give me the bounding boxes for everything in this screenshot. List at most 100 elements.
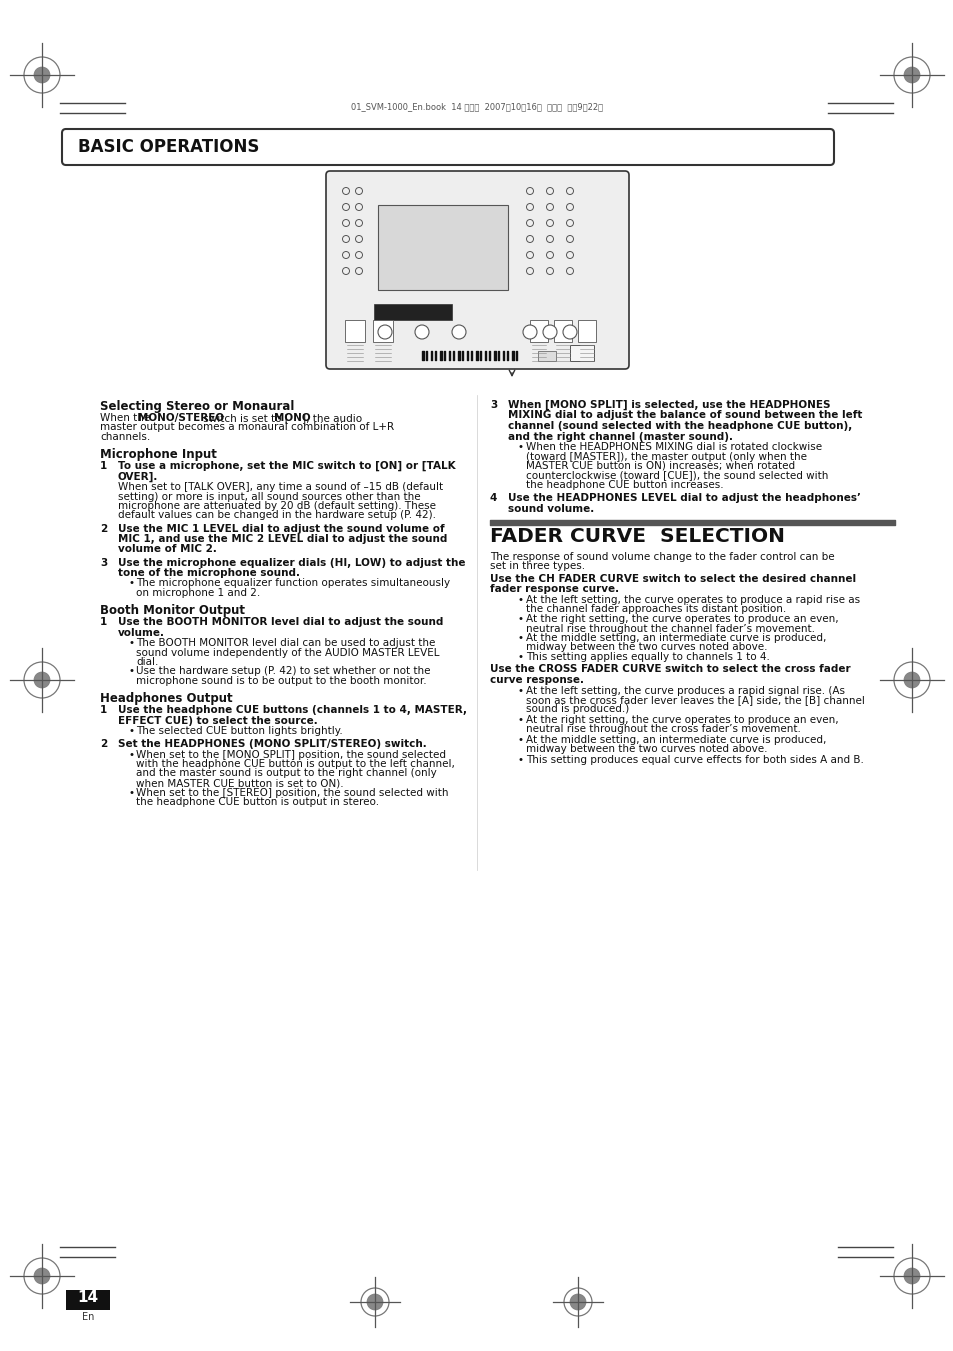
Circle shape — [34, 671, 50, 688]
Text: •: • — [128, 578, 133, 589]
Text: Use the HEADPHONES LEVEL dial to adjust the headphones’: Use the HEADPHONES LEVEL dial to adjust … — [507, 493, 860, 503]
Text: sound is produced.): sound is produced.) — [525, 704, 629, 715]
Circle shape — [569, 1294, 585, 1310]
Circle shape — [903, 671, 919, 688]
Text: fader response curve.: fader response curve. — [490, 585, 618, 594]
Circle shape — [452, 326, 465, 339]
Text: When set to the [STEREO] position, the sound selected with: When set to the [STEREO] position, the s… — [136, 788, 448, 797]
Text: •: • — [517, 755, 523, 765]
Text: OVER].: OVER]. — [118, 471, 158, 482]
Text: •: • — [128, 638, 133, 648]
Text: 1: 1 — [100, 461, 107, 471]
Circle shape — [415, 326, 429, 339]
Text: •: • — [517, 634, 523, 643]
Text: Set the HEADPHONES (MONO SPLIT/STEREO) switch.: Set the HEADPHONES (MONO SPLIT/STEREO) s… — [118, 739, 426, 748]
Text: 2: 2 — [100, 739, 107, 748]
FancyBboxPatch shape — [62, 128, 833, 165]
Text: the headphone CUE button is output in stereo.: the headphone CUE button is output in st… — [136, 797, 378, 807]
Bar — [374, 304, 452, 320]
Text: switch is set to [: switch is set to [ — [200, 413, 289, 423]
Text: and the master sound is output to the right channel (only: and the master sound is output to the ri… — [136, 769, 436, 778]
Text: tone of the microphone sound.: tone of the microphone sound. — [118, 567, 299, 578]
Text: Use the BOOTH MONITOR level dial to adjust the sound: Use the BOOTH MONITOR level dial to adju… — [118, 617, 443, 627]
Bar — [66, 1290, 110, 1310]
Bar — [345, 320, 365, 342]
Text: The microphone equalizer function operates simultaneously: The microphone equalizer function operat… — [136, 578, 450, 589]
Text: At the left setting, the curve operates to produce a rapid rise as: At the left setting, the curve operates … — [525, 594, 860, 605]
Circle shape — [377, 326, 392, 339]
Text: En: En — [82, 1312, 94, 1323]
Text: channels.: channels. — [100, 432, 150, 442]
Text: and the right channel (master sound).: and the right channel (master sound). — [507, 431, 732, 442]
Text: midway between the two curves noted above.: midway between the two curves noted abov… — [525, 744, 767, 754]
Text: At the middle setting, an intermediate curve is produced,: At the middle setting, an intermediate c… — [525, 634, 825, 643]
Text: Use the hardware setup (P. 42) to set whether or not the: Use the hardware setup (P. 42) to set wh… — [136, 666, 430, 677]
Text: Selecting Stereo or Monaural: Selecting Stereo or Monaural — [100, 400, 294, 413]
Circle shape — [542, 326, 557, 339]
Text: 3: 3 — [100, 558, 107, 567]
Bar — [569, 345, 594, 361]
Text: Use the CH FADER CURVE switch to select the desired channel: Use the CH FADER CURVE switch to select … — [490, 574, 855, 584]
Text: This setting applies equally to channels 1 to 4.: This setting applies equally to channels… — [525, 653, 769, 662]
Text: MONO/STEREO: MONO/STEREO — [138, 413, 224, 423]
Text: To use a microphone, set the MIC switch to [ON] or [TALK: To use a microphone, set the MIC switch … — [118, 461, 456, 471]
Text: The selected CUE button lights brightly.: The selected CUE button lights brightly. — [136, 725, 342, 736]
Text: When set to [TALK OVER], any time a sound of –15 dB (default: When set to [TALK OVER], any time a soun… — [118, 482, 442, 492]
Text: Use the CROSS FADER CURVE switch to select the cross fader: Use the CROSS FADER CURVE switch to sele… — [490, 665, 850, 674]
Bar — [537, 351, 556, 361]
Text: sound volume.: sound volume. — [507, 504, 594, 513]
Text: •: • — [517, 653, 523, 662]
Text: 1: 1 — [100, 705, 107, 715]
Bar — [377, 205, 507, 290]
Text: EFFECT CUE) to select the source.: EFFECT CUE) to select the source. — [118, 716, 317, 725]
Text: BASIC OPERATIONS: BASIC OPERATIONS — [78, 139, 259, 157]
Bar — [554, 320, 572, 342]
Text: default values can be changed in the hardware setup (P. 42).: default values can be changed in the har… — [118, 511, 436, 520]
Text: The response of sound volume change to the fader control can be: The response of sound volume change to t… — [490, 551, 834, 562]
Text: At the right setting, the curve operates to produce an even,: At the right setting, the curve operates… — [525, 715, 838, 725]
Text: master output becomes a monaural combination of L+R: master output becomes a monaural combina… — [100, 423, 394, 432]
Text: 14: 14 — [77, 1290, 98, 1305]
Text: The BOOTH MONITOR level dial can be used to adjust the: The BOOTH MONITOR level dial can be used… — [136, 638, 435, 648]
Circle shape — [903, 1269, 919, 1283]
Text: the channel fader approaches its distant position.: the channel fader approaches its distant… — [525, 604, 785, 615]
Text: 01_SVM-1000_En.book  14 ページ  2007年10月16日  火曜日  午前9時22分: 01_SVM-1000_En.book 14 ページ 2007年10月16日 火… — [351, 103, 602, 112]
Text: 4: 4 — [490, 493, 497, 503]
Text: when MASTER CUE button is set to ON).: when MASTER CUE button is set to ON). — [136, 778, 343, 788]
Text: Use the MIC 1 LEVEL dial to adjust the sound volume of: Use the MIC 1 LEVEL dial to adjust the s… — [118, 523, 444, 534]
Text: on microphone 1 and 2.: on microphone 1 and 2. — [136, 588, 260, 598]
Circle shape — [34, 68, 50, 82]
Text: with the headphone CUE button is output to the left channel,: with the headphone CUE button is output … — [136, 759, 455, 769]
Text: •: • — [128, 750, 133, 759]
Circle shape — [34, 1269, 50, 1283]
Text: MONO: MONO — [274, 413, 311, 423]
Bar — [530, 320, 547, 342]
Circle shape — [522, 326, 537, 339]
Text: set in three types.: set in three types. — [490, 561, 584, 571]
Text: •: • — [517, 594, 523, 605]
Text: FADER CURVE  SELECTION: FADER CURVE SELECTION — [490, 527, 784, 547]
Text: soon as the cross fader lever leaves the [A] side, the [B] channel: soon as the cross fader lever leaves the… — [525, 694, 864, 705]
Text: MIC 1, and use the MIC 2 LEVEL dial to adjust the sound: MIC 1, and use the MIC 2 LEVEL dial to a… — [118, 534, 447, 544]
Text: •: • — [517, 613, 523, 624]
Text: Headphones Output: Headphones Output — [100, 692, 233, 705]
Text: When the: When the — [100, 413, 153, 423]
Text: neutral rise throughout the channel fader’s movement.: neutral rise throughout the channel fade… — [525, 624, 814, 634]
Text: At the middle setting, an intermediate curve is produced,: At the middle setting, an intermediate c… — [525, 735, 825, 744]
Text: counterclockwise (toward [CUE]), the sound selected with: counterclockwise (toward [CUE]), the sou… — [525, 470, 827, 481]
Text: curve response.: curve response. — [490, 676, 583, 685]
Text: •: • — [517, 442, 523, 453]
Circle shape — [903, 68, 919, 82]
Text: ], the audio: ], the audio — [302, 413, 362, 423]
Text: midway between the two curves noted above.: midway between the two curves noted abov… — [525, 643, 767, 653]
Text: the headphone CUE button increases.: the headphone CUE button increases. — [525, 480, 723, 490]
Text: channel (sound selected with the headphone CUE button),: channel (sound selected with the headpho… — [507, 422, 851, 431]
Text: MIXING dial to adjust the balance of sound between the left: MIXING dial to adjust the balance of sou… — [507, 411, 862, 420]
Text: •: • — [128, 725, 133, 736]
Text: (toward [MASTER]), the master output (only when the: (toward [MASTER]), the master output (on… — [525, 451, 806, 462]
Text: •: • — [128, 788, 133, 797]
Text: When the HEADPHONES MIXING dial is rotated clockwise: When the HEADPHONES MIXING dial is rotat… — [525, 442, 821, 453]
Text: dial.: dial. — [136, 657, 158, 667]
Circle shape — [562, 326, 577, 339]
Text: At the right setting, the curve operates to produce an even,: At the right setting, the curve operates… — [525, 613, 838, 624]
